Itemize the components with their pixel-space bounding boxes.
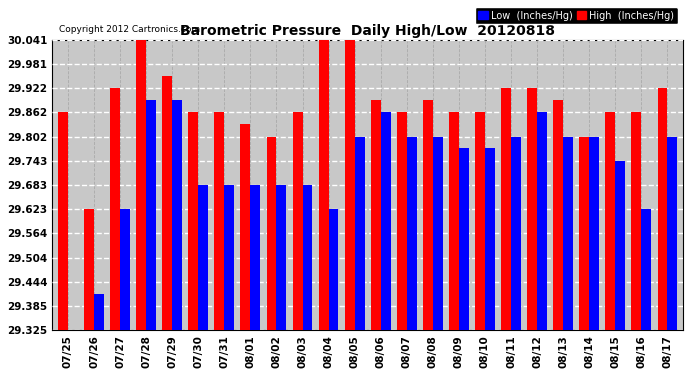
Bar <box>224 185 234 330</box>
Bar <box>563 136 573 330</box>
Bar <box>136 40 146 330</box>
Bar <box>511 136 521 330</box>
Bar <box>615 160 625 330</box>
Bar <box>605 112 615 330</box>
Bar <box>120 209 130 330</box>
Text: Copyright 2012 Cartronics.com: Copyright 2012 Cartronics.com <box>59 25 199 34</box>
Bar <box>328 209 339 330</box>
Bar <box>250 185 260 330</box>
Bar <box>433 136 443 330</box>
Bar <box>110 88 120 330</box>
Bar <box>485 148 495 330</box>
Bar <box>631 112 641 330</box>
Bar <box>381 112 391 330</box>
Legend: Low  (Inches/Hg), High  (Inches/Hg): Low (Inches/Hg), High (Inches/Hg) <box>475 7 678 24</box>
Bar <box>423 100 433 330</box>
Bar <box>589 136 599 330</box>
Bar <box>188 112 198 330</box>
Bar <box>345 40 355 330</box>
Bar <box>94 294 104 330</box>
Bar <box>537 112 547 330</box>
Bar <box>641 209 651 330</box>
Bar <box>355 136 364 330</box>
Bar <box>371 100 381 330</box>
Bar <box>266 136 277 330</box>
Bar <box>302 185 313 330</box>
Bar <box>667 136 678 330</box>
Bar <box>527 88 537 330</box>
Bar <box>553 100 563 330</box>
Bar <box>501 88 511 330</box>
Bar <box>580 136 589 330</box>
Bar <box>397 112 407 330</box>
Bar <box>459 148 469 330</box>
Bar <box>162 76 172 330</box>
Bar <box>407 136 417 330</box>
Bar <box>293 112 302 330</box>
Bar <box>658 88 667 330</box>
Title: Barometric Pressure  Daily High/Low  20120818: Barometric Pressure Daily High/Low 20120… <box>180 24 555 39</box>
Bar <box>277 185 286 330</box>
Bar <box>475 112 485 330</box>
Bar <box>215 112 224 330</box>
Bar <box>58 112 68 330</box>
Bar <box>198 185 208 330</box>
Bar <box>449 112 459 330</box>
Bar <box>241 124 250 330</box>
Bar <box>172 100 182 330</box>
Bar <box>84 209 94 330</box>
Bar <box>146 100 156 330</box>
Bar <box>319 40 328 330</box>
